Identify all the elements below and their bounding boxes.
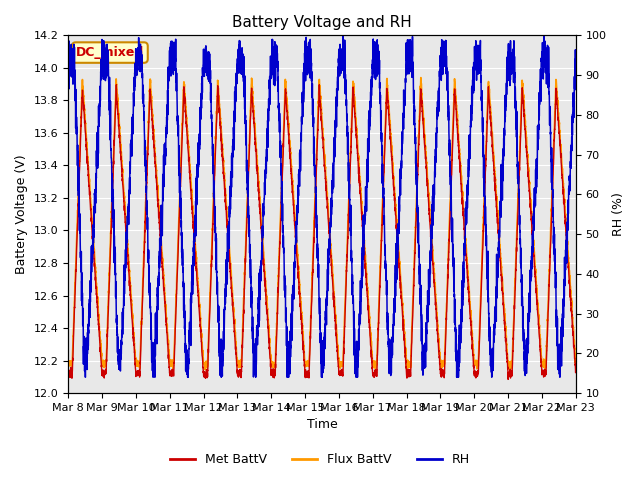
Y-axis label: Battery Voltage (V): Battery Voltage (V) <box>15 155 28 274</box>
Legend: Met BattV, Flux BattV, RH: Met BattV, Flux BattV, RH <box>165 448 475 471</box>
Y-axis label: RH (%): RH (%) <box>612 192 625 236</box>
Text: DC_mixed: DC_mixed <box>76 46 144 59</box>
X-axis label: Time: Time <box>307 419 337 432</box>
Title: Battery Voltage and RH: Battery Voltage and RH <box>232 15 412 30</box>
